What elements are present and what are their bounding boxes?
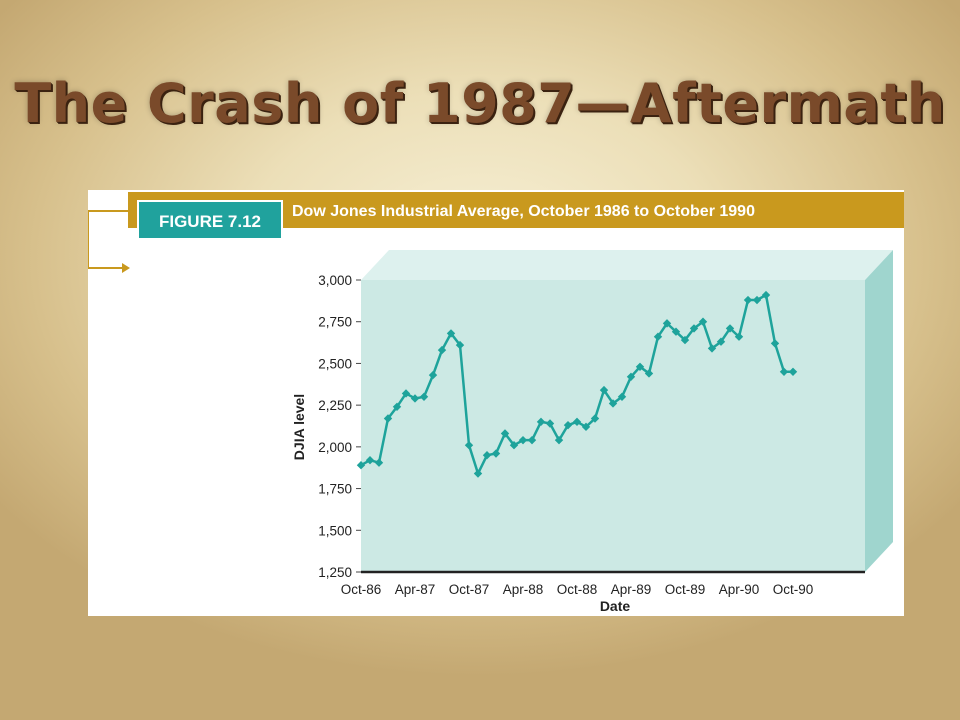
data-point: [608, 399, 618, 408]
x-tick-label: Apr-90: [719, 582, 760, 597]
data-point: [734, 332, 744, 341]
data-point: [581, 422, 591, 432]
x-tick-label: Apr-89: [611, 582, 652, 597]
data-point: [473, 469, 483, 478]
data-point: [419, 392, 429, 401]
data-point: [635, 362, 645, 371]
figure-panel: FIGURE 7.12 Dow Jones Industrial Average…: [88, 190, 904, 616]
data-point: [752, 295, 762, 305]
data-point: [680, 335, 690, 345]
figure-caption: Dow Jones Industrial Average, October 19…: [292, 203, 755, 220]
bracket-arrow: [88, 211, 122, 269]
data-point: [689, 324, 699, 333]
data-point: [518, 435, 528, 445]
data-point: [374, 458, 384, 467]
data-point: [356, 461, 366, 470]
data-point: [707, 344, 717, 353]
data-point: [527, 435, 537, 445]
data-point: [725, 324, 735, 333]
y-tick-label: 1,750: [318, 482, 352, 497]
data-point: [743, 295, 753, 305]
data-point: [617, 392, 627, 401]
data-point: [770, 339, 780, 348]
data-point: [437, 345, 447, 355]
data-point: [599, 385, 609, 395]
data-point: [572, 417, 582, 427]
slide-title: The Crash of 1987—Aftermath: [14, 72, 946, 135]
y-tick-label: 3,000: [318, 273, 352, 288]
y-tick-label: 2,750: [318, 315, 352, 330]
data-point: [788, 367, 798, 376]
plot-face: [361, 280, 865, 572]
x-tick-label: Oct-86: [341, 582, 382, 597]
data-point: [536, 417, 546, 427]
x-tick-label: Oct-90: [773, 582, 814, 597]
data-point: [671, 327, 681, 336]
data-point: [428, 370, 438, 380]
data-point: [410, 394, 420, 403]
data-point: [698, 317, 708, 326]
x-tick-label: Oct-88: [557, 582, 598, 597]
data-point: [653, 332, 663, 341]
figure-label: FIGURE 7.12: [159, 212, 261, 231]
data-point: [491, 449, 501, 458]
data-point: [509, 440, 519, 450]
y-ticks: 3,000 2,750 2,500 2,250 2,000 1,750 1,500 1,250: [318, 273, 361, 580]
data-point: [761, 290, 771, 300]
y-tick-label: 1,500: [318, 523, 352, 538]
plot-side-face: [865, 250, 893, 572]
x-tick-label: Oct-87: [449, 582, 490, 597]
arrow-head-icon: [122, 263, 130, 273]
data-point: [554, 435, 564, 445]
data-point: [626, 372, 636, 381]
data-point: [464, 440, 474, 450]
x-tick-label: Apr-88: [503, 582, 544, 597]
y-tick-label: 2,250: [318, 398, 352, 413]
y-tick-label: 1,250: [318, 565, 352, 580]
data-point: [365, 456, 375, 465]
y-tick-label: 2,000: [318, 440, 352, 455]
x-axis-label: Date: [600, 598, 631, 614]
data-point: [644, 369, 654, 378]
data-point: [545, 419, 555, 428]
y-tick-label: 2,500: [318, 356, 352, 371]
data-point: [482, 451, 492, 460]
data-point: [662, 319, 672, 328]
x-tick-label: Oct-89: [665, 582, 706, 597]
plot-top-face: [361, 250, 893, 280]
series-dow-jones: [356, 290, 798, 478]
figure-svg: FIGURE 7.12 Dow Jones Industrial Average…: [88, 192, 904, 614]
x-ticks: Oct-86 Apr-87 Oct-87 Apr-88 Oct-88 Apr-89 Oct-…: [341, 582, 814, 597]
data-point: [779, 367, 789, 376]
data-point: [455, 340, 465, 350]
data-point: [563, 420, 573, 430]
data-point: [590, 414, 600, 423]
data-point: [446, 329, 456, 338]
y-axis-label: DJIA level: [291, 394, 307, 460]
figure-label-box: [137, 200, 283, 240]
data-point: [716, 337, 726, 346]
x-tick-label: Apr-87: [395, 582, 436, 597]
